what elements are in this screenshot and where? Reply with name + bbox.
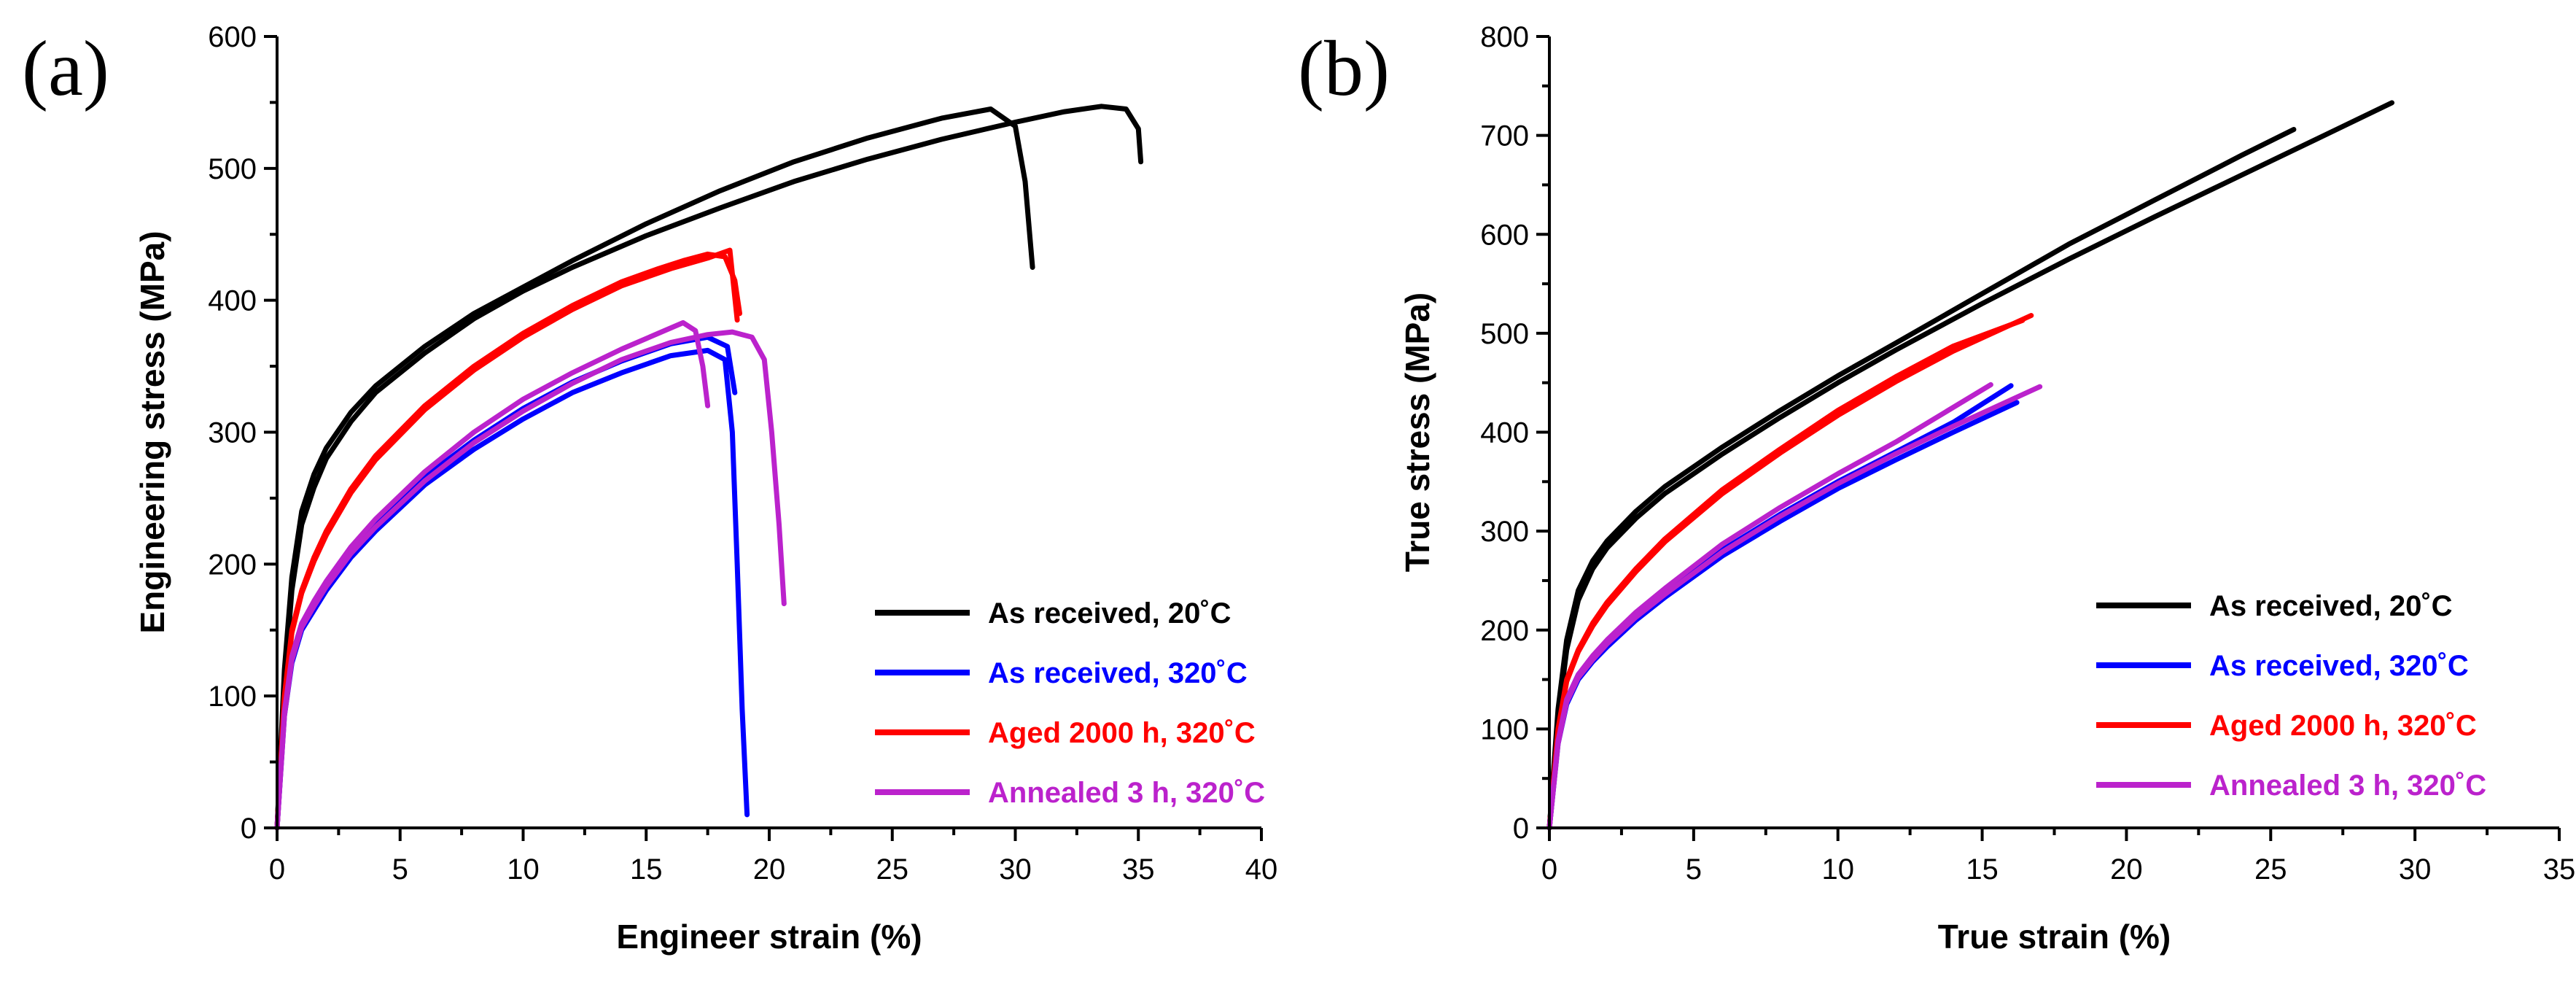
y-tick-label: 500 <box>1480 318 1529 350</box>
y-tick-label: 0 <box>1513 813 1529 845</box>
x-tick-label: 15 <box>630 853 663 886</box>
y-tick-label: 400 <box>208 285 257 317</box>
legend-label: Aged 2000 h, 320˚C <box>2209 710 2477 742</box>
x-tick-label: 0 <box>1541 853 1557 886</box>
y-tick-label: 700 <box>1480 120 1529 152</box>
series-line-4 <box>1546 317 2026 831</box>
y-tick-label: 400 <box>1480 417 1529 449</box>
y-tick-label: 200 <box>208 549 257 581</box>
series-line-2 <box>1546 400 2020 831</box>
x-tick-label: 40 <box>1245 853 1278 886</box>
y-tick-label: 500 <box>208 153 257 185</box>
legend-label: Annealed 3 h, 320˚C <box>988 777 1265 809</box>
series-line-2 <box>274 347 750 831</box>
x-tick-label: 5 <box>392 853 408 886</box>
panel-b: (b) 0 5 10 15 20 25 30 35 0 100 200 300 400 500 600 700 8… <box>1298 21 2575 956</box>
y-tick-label: 0 <box>241 813 257 845</box>
x-tick-label: 10 <box>507 853 540 886</box>
series-line-6 <box>274 319 711 831</box>
legend-label: As received, 20˚C <box>988 597 1231 629</box>
y-tick-label: 100 <box>1480 713 1529 745</box>
x-tick-label: 25 <box>2254 853 2287 886</box>
legend-label: Annealed 3 h, 320˚C <box>2209 770 2486 802</box>
legend-label: Aged 2000 h, 320˚C <box>988 717 1256 749</box>
panel-a: (a)0 5 10 15 20 25 30 35 400100200300400500600En… <box>22 21 1277 956</box>
y-axis-label: True stress (MPa) <box>1398 293 1436 572</box>
x-tick-label: 5 <box>1686 853 1702 886</box>
y-tick-label: 600 <box>208 21 257 53</box>
x-tick-label: 30 <box>2399 853 2432 886</box>
x-tick-label: 35 <box>2543 853 2576 886</box>
series-line-0 <box>274 106 1035 831</box>
series-line-7 <box>274 329 787 831</box>
legend: As received, 20˚C As received, 320˚C Aged … <box>2096 590 2486 802</box>
y-tick-label: 800 <box>1480 21 1529 53</box>
legend-label: As received, 320˚C <box>2209 650 2469 682</box>
series-line-7 <box>1546 384 2043 831</box>
x-tick-label: 35 <box>1122 853 1155 886</box>
x-axis-label: Engineer strain (%) <box>616 918 922 956</box>
x-tick-label: 10 <box>1821 853 1854 886</box>
series-line-1 <box>274 104 1144 831</box>
y-tick-label: 200 <box>1480 615 1529 647</box>
series-line-5 <box>1546 313 2034 831</box>
y-tick-label: 300 <box>208 417 257 449</box>
y-tick-label: 600 <box>1480 219 1529 251</box>
y-axis-label: Engineering stress (MPa) <box>133 230 171 633</box>
x-tick-label: 20 <box>2110 853 2143 886</box>
x-tick-label: 20 <box>753 853 786 886</box>
y-tick-label: 100 <box>208 681 257 713</box>
legend-label: As received, 320˚C <box>988 657 1248 689</box>
y-tick-label: 300 <box>1480 516 1529 548</box>
legend: As received, 20˚C As received, 320˚C Aged … <box>875 597 1265 809</box>
x-tick-label: 30 <box>999 853 1032 886</box>
x-tick-label: 0 <box>269 853 285 886</box>
legend-label: As received, 20˚C <box>2209 590 2453 622</box>
x-tick-label: 15 <box>1966 853 1999 886</box>
series-line-6 <box>1546 381 1993 831</box>
series-line-5 <box>274 247 740 831</box>
panel-label: (a) <box>22 26 109 112</box>
x-axis-label: True strain (%) <box>1938 918 2171 956</box>
series-line-1 <box>1546 100 2394 831</box>
x-tick-label: 25 <box>876 853 909 886</box>
panel-label: (b) <box>1298 26 1390 112</box>
